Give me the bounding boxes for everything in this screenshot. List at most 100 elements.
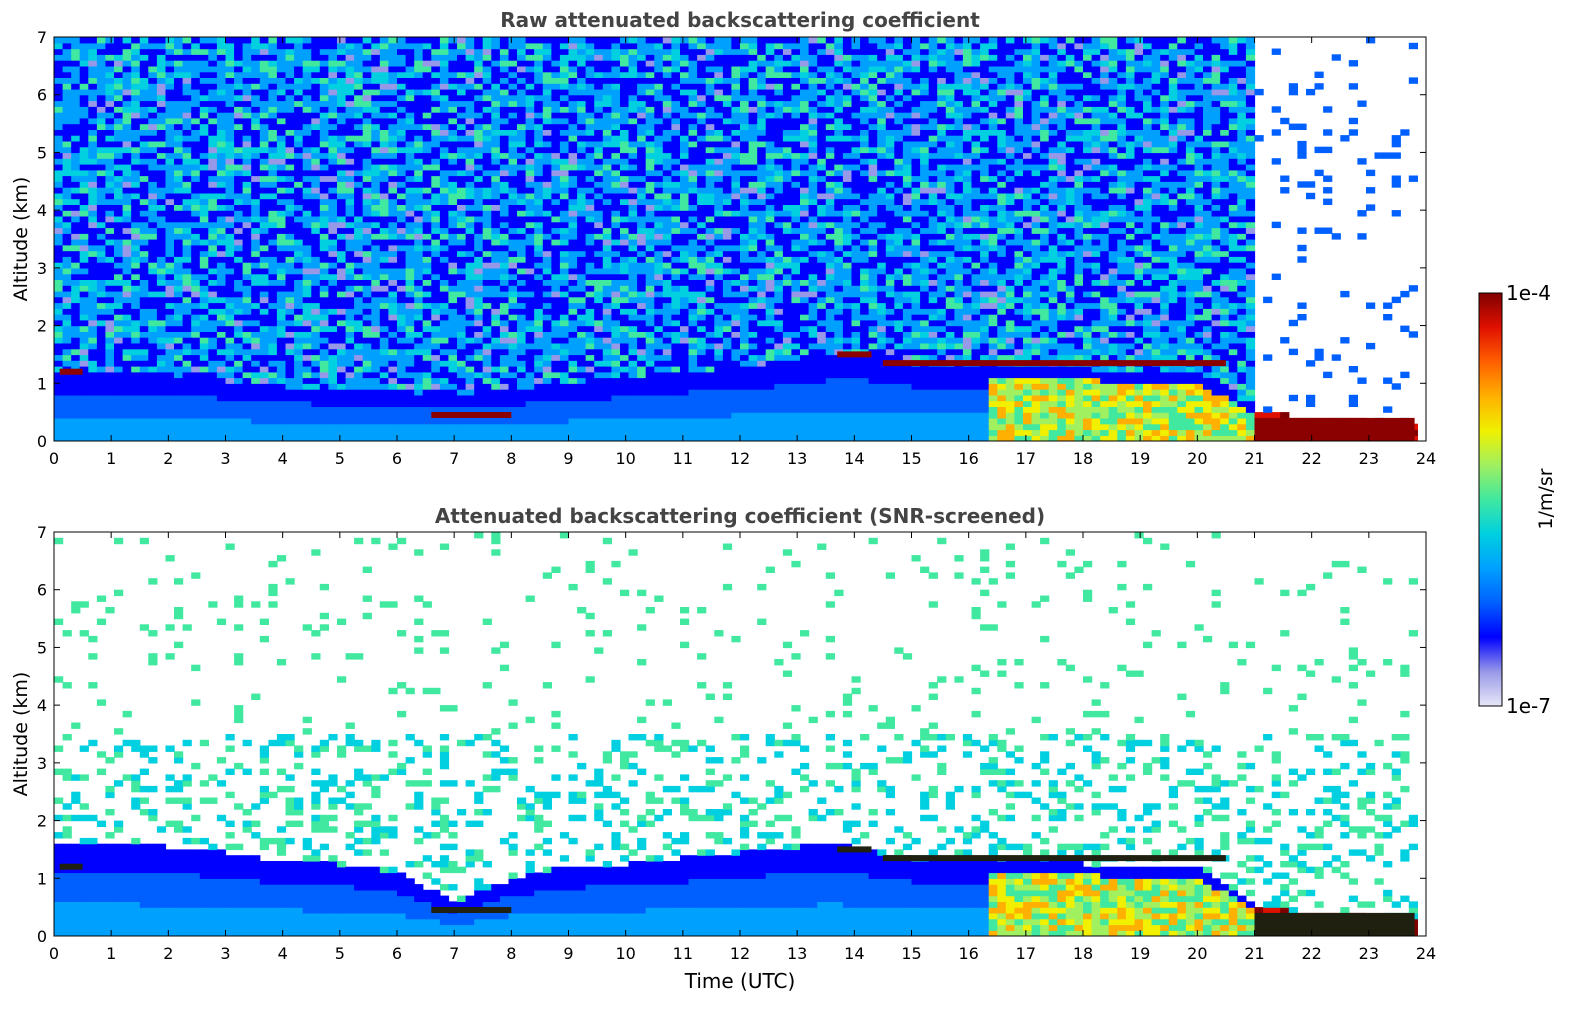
heatmap-cell [62,221,72,229]
heatmap-cell [611,106,621,113]
heatmap-cell [525,83,535,90]
heatmap-cell [645,308,655,315]
heatmap-cell [54,204,64,211]
heatmap-cell [345,100,355,107]
heatmap-cell [602,204,612,211]
heatmap-cell [525,406,535,413]
heatmap-cell [337,412,347,419]
heatmap-cell [319,227,329,234]
heatmap-cell [114,342,124,350]
heatmap-cell [577,210,587,217]
heatmap-cell [491,337,501,344]
heatmap-cell [611,129,621,136]
heatmap-cell [594,140,604,148]
heatmap-cell [594,429,604,436]
heatmap-cell [96,117,107,125]
heatmap-cell [371,267,381,275]
heatmap-cell [517,77,527,84]
heatmap-cell [182,54,192,61]
heatmap-cell [439,394,450,402]
heatmap-cell [148,267,158,275]
heatmap-cell [268,204,278,211]
heatmap-cell [542,140,552,148]
heatmap-cell [628,215,638,223]
heatmap-cell [371,123,381,130]
heatmap-cell [491,325,501,332]
heatmap-cell [216,412,227,419]
heatmap-cell [276,221,287,229]
heatmap-cell [302,389,312,396]
heatmap-cell [225,146,235,154]
heatmap-cell [148,285,158,292]
heatmap-cell [491,383,501,390]
heatmap-cell [448,192,458,200]
heatmap-cell [276,210,287,217]
heatmap-cell [79,354,89,361]
heatmap-cell [251,164,261,171]
heatmap-cell [379,112,389,119]
heatmap-cell [439,256,450,263]
heatmap-cell [285,371,295,379]
heatmap-cell [191,37,201,44]
heatmap-cell [208,71,218,78]
heatmap-cell [645,181,655,188]
heatmap-cell [71,319,81,327]
heatmap-cell [54,412,64,419]
heatmap-cell [525,204,535,211]
heatmap-cell [302,233,312,240]
heatmap-cell [551,319,561,327]
heatmap-cell [311,319,321,327]
heatmap-cell [105,354,115,361]
heatmap-cell [122,423,132,431]
heatmap-cell [114,429,124,436]
heatmap-cell [88,129,98,136]
heatmap-cell [302,250,312,257]
heatmap-cell [602,389,612,396]
heatmap-cell [534,377,544,384]
heatmap-cell [422,348,432,356]
heatmap-cell [354,244,364,252]
heatmap-cell [114,290,124,298]
heatmap-cell [482,198,492,205]
heatmap-cell [637,366,647,373]
heatmap-cell [345,314,355,321]
heatmap-cell [474,83,484,90]
heatmap-cell [448,65,458,73]
heatmap-cell [345,37,355,44]
heatmap-cell [345,337,355,344]
heatmap-cell [105,319,115,327]
heatmap-cell [559,106,570,113]
heatmap-cell [156,383,167,390]
heatmap-cell [62,65,72,73]
heatmap-cell [542,302,552,309]
heatmap-cell [491,285,501,292]
heatmap-cell [54,181,64,188]
heatmap-cell [54,88,64,96]
heatmap-cell [568,100,578,107]
heatmap-cell [148,308,158,315]
heatmap-cell [354,181,364,188]
heatmap-cell [251,429,261,436]
heatmap-cell [517,48,527,55]
heatmap-cell [422,100,432,107]
heatmap-cell [251,273,261,280]
heatmap-cell [371,244,381,252]
heatmap-cell [62,60,72,67]
heatmap-cell [594,256,604,263]
heatmap-cell [431,158,441,165]
heatmap-cell [311,129,321,136]
heatmap-cell [551,435,561,441]
heatmap-cell [542,215,552,223]
heatmap-cell [602,371,612,379]
heatmap-cell [174,94,184,102]
heatmap-cell [139,158,149,165]
heatmap-cell [302,42,312,50]
heatmap-cell [611,406,621,413]
heatmap-cell [251,435,261,441]
heatmap-cell [431,429,441,436]
heatmap-cell [362,239,372,246]
heatmap-cell [474,54,484,61]
heatmap-cell [182,285,192,292]
heatmap-cell [517,198,527,205]
heatmap-cell [156,314,167,321]
